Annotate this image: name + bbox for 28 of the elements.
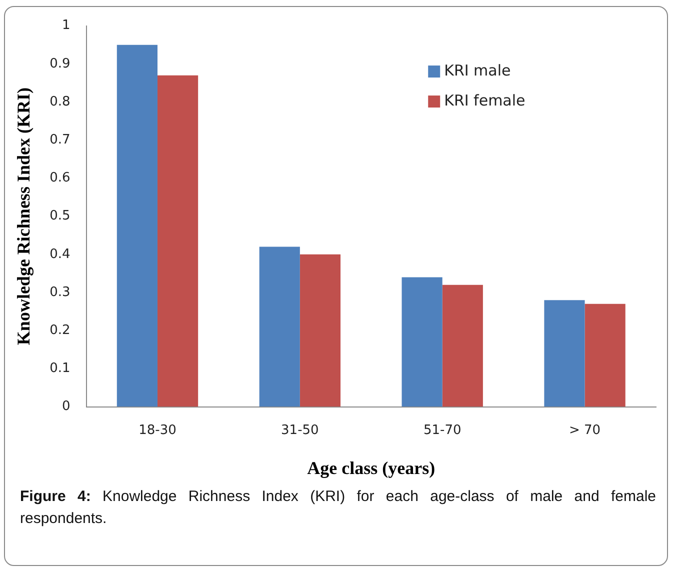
y-tick-label: 0.5	[50, 208, 70, 224]
bar	[544, 300, 585, 407]
y-tick-label: 0.6	[50, 170, 70, 186]
legend-label: KRI female	[444, 91, 526, 110]
y-tick-label: 0	[62, 399, 70, 414]
y-tick-label: 0.1	[50, 361, 70, 376]
x-tick-label: 51-70	[423, 422, 462, 438]
y-tick-label: 0.4	[50, 246, 70, 262]
x-tick-label: 18-30	[138, 422, 176, 438]
y-tick-label: 0.7	[50, 132, 70, 148]
legend-label: KRI male	[444, 61, 511, 80]
x-tick-label: 31-50	[281, 422, 319, 438]
bar	[402, 277, 442, 407]
y-tick-label: 0.3	[50, 284, 70, 300]
bar	[300, 254, 341, 407]
bar	[584, 304, 626, 407]
bar	[259, 246, 300, 407]
bar	[116, 44, 158, 407]
y-tick-label: 1	[62, 18, 70, 34]
bar	[442, 284, 483, 407]
y-tick-label: 0.8	[50, 94, 70, 110]
y-tick-label: 0.9	[50, 56, 70, 72]
caption: Figure 4: Knowledge Richness Index (KRI) for each age-class of male and female respondents.	[20, 487, 656, 529]
x-tick-label: > 70	[568, 422, 601, 438]
y-axis-title: Knowledge Richness Index (KRI)	[13, 88, 34, 346]
y-tick-label: 0.2	[50, 322, 70, 338]
x-axis-title: Age class (years)	[307, 458, 436, 478]
bar	[157, 75, 198, 407]
